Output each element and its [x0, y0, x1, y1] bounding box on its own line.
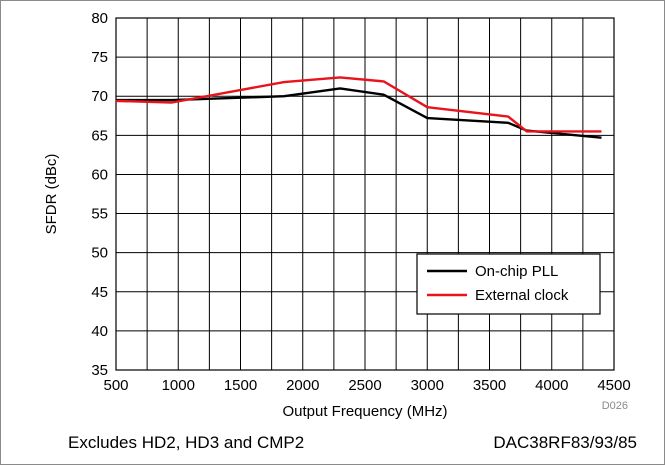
x-tick-labels: 500 1000 1500 2000 2500 3000 3500 4000 4500: [103, 377, 630, 394]
caption-right: DAC38RF83/93/85: [493, 433, 637, 452]
plot-border: [115, 17, 615, 371]
caption-left: Excludes HD2, HD3 and CMP2: [68, 433, 305, 452]
y-tick-label: 65: [91, 127, 108, 144]
x-axis-title: Output Frequency (MHz): [282, 403, 447, 420]
y-axis-title: SFDR (dBc): [43, 154, 60, 235]
chart-legend: On-chip PLL External clock: [416, 253, 601, 315]
y-tick-label: 60: [91, 166, 108, 183]
x-tick-label: 4500: [597, 377, 630, 394]
y-tick-labels: 35 40 45 50 55 60 65 70 75 80: [91, 10, 108, 379]
y-tick-label: 70: [91, 88, 108, 105]
x-tick-label: 1000: [162, 377, 195, 394]
series-line-external-clock: [115, 76, 602, 133]
x-tick-label: 3000: [411, 377, 444, 394]
sfdr-chart: 35 40 45 50 55 60 65 70 75 80 500 1000 1500 2000 2500…: [43, 10, 631, 420]
figure-id: D026: [602, 400, 628, 412]
y-tick-label: 75: [91, 49, 108, 66]
x-tick-label: 3500: [473, 377, 506, 394]
x-tick-label: 4000: [535, 377, 568, 394]
x-tick-label: 1500: [224, 377, 257, 394]
y-tick-label: 50: [91, 245, 108, 262]
chart-grid: [115, 17, 615, 371]
legend-label: On-chip PLL: [475, 263, 558, 280]
legend-label: External clock: [475, 287, 569, 304]
chart-series: [115, 76, 602, 139]
y-tick-label: 55: [91, 206, 108, 223]
y-tick-label: 40: [91, 323, 108, 340]
x-tick-label: 500: [103, 377, 128, 394]
x-tick-label: 2500: [348, 377, 381, 394]
y-tick-label: 80: [91, 10, 108, 27]
x-tick-label: 2000: [286, 377, 319, 394]
legend-box: [416, 253, 601, 315]
y-tick-label: 45: [91, 284, 108, 301]
y-tick-label: 35: [91, 362, 108, 379]
